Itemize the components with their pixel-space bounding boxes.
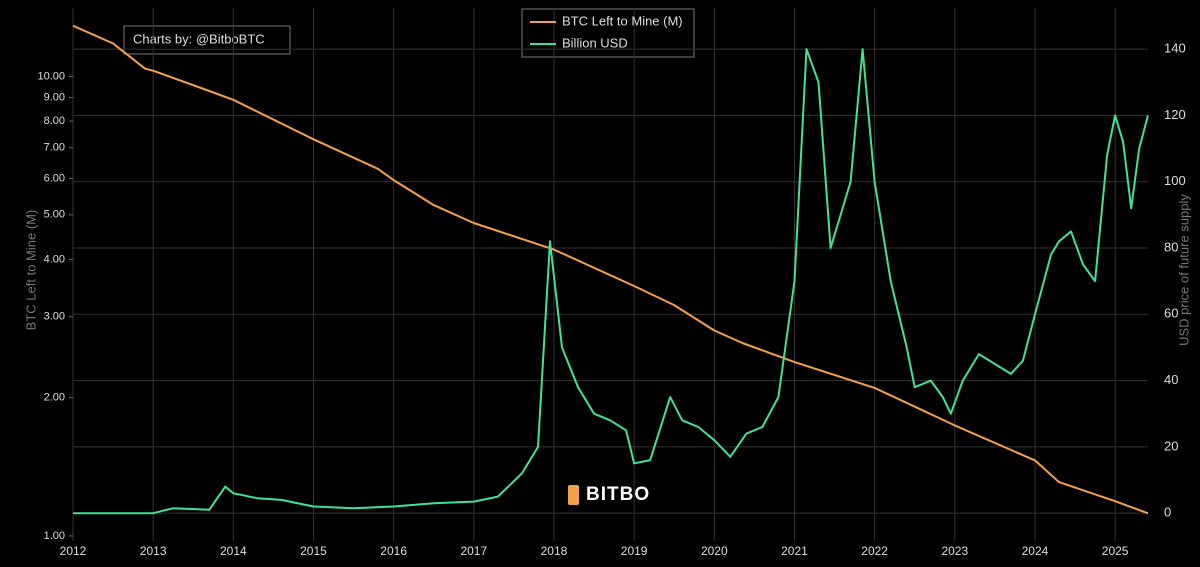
y-tick-label: 9.00 (44, 91, 65, 103)
watermark: BITBO (586, 484, 650, 505)
y2-tick-label: 40 (1164, 372, 1178, 387)
series-line (72, 24, 1149, 515)
y-tick-label: 8.00 (44, 115, 65, 127)
annotation: Charts by: @BitboBTC (133, 31, 265, 46)
x-tick-label: 2013 (140, 544, 167, 558)
y2-tick-label: 100 (1164, 173, 1186, 188)
y-tick-label: 7.00 (44, 142, 65, 154)
x-tick-label: 2023 (941, 544, 968, 558)
x-tick-label: 2016 (380, 544, 407, 558)
x-tick-label: 2018 (541, 544, 568, 558)
legend-label: Billion USD (562, 35, 628, 50)
series-line (73, 48, 1149, 515)
x-tick-label: 2019 (621, 544, 648, 558)
x-tick-label: 2014 (220, 544, 247, 558)
y2-tick-label: 80 (1164, 239, 1178, 254)
x-tick-label: 2022 (861, 544, 888, 558)
y-axis-label: BTC Left to Mine (M) (23, 210, 38, 331)
legend-label: BTC Left to Mine (M) (562, 13, 683, 28)
x-tick-label: 2012 (60, 544, 87, 558)
x-tick-label: 2025 (1102, 544, 1129, 558)
y2-tick-label: 140 (1164, 41, 1186, 56)
y2-tick-label: 0 (1164, 505, 1171, 520)
x-tick-label: 2021 (781, 544, 808, 558)
x-tick-label: 2015 (300, 544, 327, 558)
y-tick-label: 6.00 (44, 172, 65, 184)
y2-tick-label: 60 (1164, 306, 1178, 321)
y2-tick-label: 120 (1164, 107, 1186, 122)
y-tick-label: 4.00 (44, 253, 65, 265)
x-tick-label: 2024 (1022, 544, 1049, 558)
y2-axis-label: USD price of future supply (1176, 194, 1191, 346)
y-tick-label: 1.00 (44, 530, 65, 542)
y-tick-label: 10.00 (37, 70, 65, 82)
y2-tick-label: 20 (1164, 438, 1178, 453)
y-tick-label: 3.00 (44, 311, 65, 323)
y-tick-label: 5.00 (44, 209, 65, 221)
x-tick-label: 2020 (701, 544, 728, 558)
y-tick-label: 2.00 (44, 392, 65, 404)
x-tick-label: 2017 (460, 544, 487, 558)
watermark-logo (568, 485, 579, 505)
